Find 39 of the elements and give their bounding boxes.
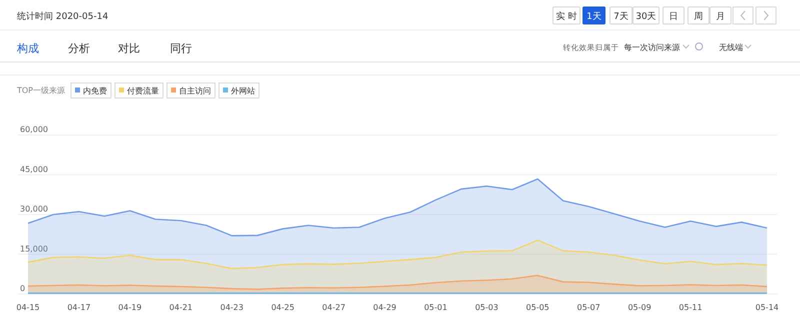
x-tick-label: 05-11	[678, 303, 702, 312]
y-tick-label: 60,000	[20, 125, 48, 134]
y-tick-label: 30,000	[20, 204, 48, 214]
x-tick-label: 04-29	[373, 303, 396, 312]
x-tick-label: 04-19	[118, 303, 142, 312]
x-tick-label: 05-09	[628, 303, 652, 312]
text: 月	[716, 12, 725, 22]
legend-title: TOP一级来源	[16, 86, 66, 95]
text: 无线端	[719, 43, 743, 52]
text: 对比	[118, 42, 140, 55]
x-tick-label: 04-21	[169, 303, 193, 312]
text: 1天	[586, 11, 602, 22]
legend-label: 付费流量	[127, 86, 160, 96]
text: 30天	[636, 11, 656, 22]
legend-label: 内免费	[83, 86, 108, 96]
y-tick-label: 15,000	[20, 244, 48, 254]
x-tick-label: 05-07	[576, 303, 600, 312]
legend-label: 自主访问	[179, 86, 212, 96]
legend-label: 外网站	[231, 86, 256, 96]
x-tick-label: 05-01	[424, 303, 448, 312]
y-tick-label: 45,000	[20, 164, 48, 174]
y-tick-label: 0	[20, 284, 26, 293]
text: 7天	[614, 11, 628, 22]
text: 同行	[170, 42, 192, 55]
x-tick-label: 04-23	[220, 303, 244, 312]
text: 每一次访问来源	[624, 43, 680, 52]
text: 日	[669, 12, 678, 22]
x-tick-label: 05-14	[755, 303, 779, 312]
x-tick-label: 04-15	[16, 303, 40, 312]
chart-subtitle: 统计时间 2020-05-14	[17, 11, 108, 22]
x-tick-label: 05-03	[475, 303, 498, 312]
x-tick-label: 05-05	[526, 303, 550, 312]
x-tick-label: 04-25	[271, 303, 294, 312]
text: 实 时	[556, 11, 577, 22]
x-tick-label: 04-17	[67, 303, 91, 312]
x-tick-label: 04-27	[322, 303, 346, 312]
text: 分析	[68, 42, 90, 55]
text: 周	[694, 11, 703, 22]
text: 构成	[16, 42, 39, 55]
